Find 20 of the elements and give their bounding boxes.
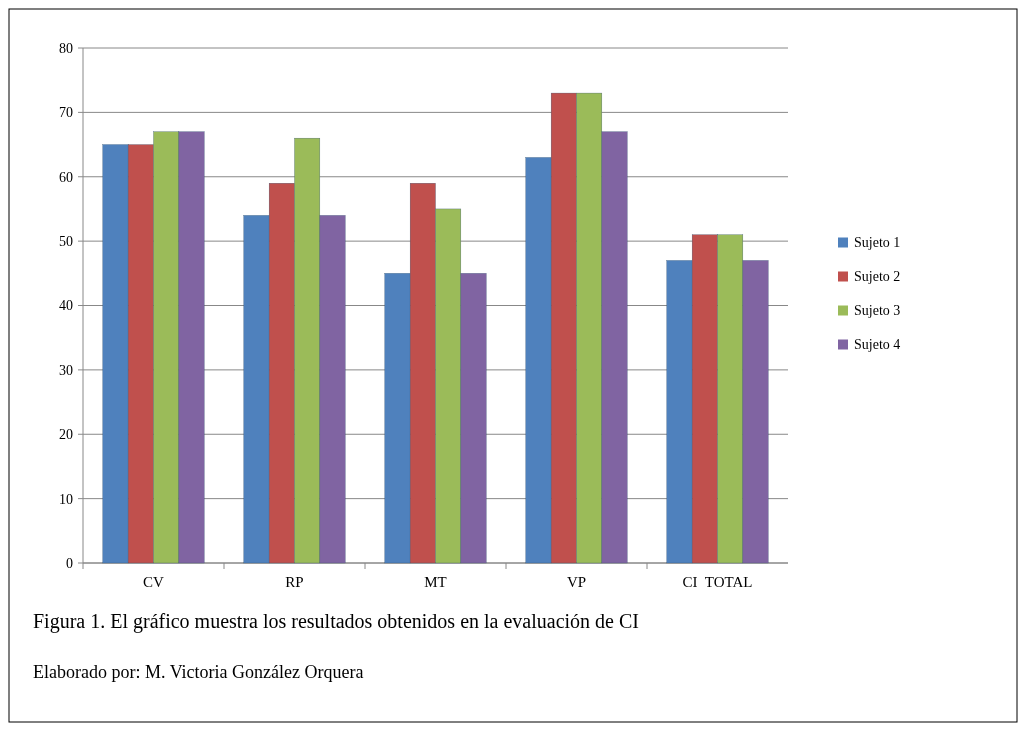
text: Figura 1. El gráfico muestra los resultados obtenidos en la evaluación de CI (33, 610, 639, 633)
y-tick-label: 30 (59, 362, 73, 378)
legend-label: Sujeto 3 (854, 303, 901, 319)
y-tick-label: 10 (59, 491, 73, 507)
x-tick-label: MT (424, 574, 447, 590)
y-tick-label: 60 (59, 169, 73, 185)
y-tick-label: 0 (66, 555, 73, 571)
x-tick-label: CI TOTAL (682, 574, 753, 590)
y-tick-label: 20 (59, 427, 73, 443)
x-tick-label: RP (285, 574, 304, 590)
y-tick-label: 70 (59, 105, 73, 121)
x-tick-label: VP (566, 574, 587, 590)
x-tick-label: CV (143, 574, 165, 590)
y-tick-label: 80 (59, 40, 73, 56)
legend-label: Sujeto 1 (854, 235, 901, 251)
legend-label: Sujeto 2 (854, 269, 901, 285)
legend-label: Sujeto 4 (854, 337, 901, 353)
y-tick-label: 40 (59, 298, 73, 314)
y-tick-label: 50 (59, 234, 73, 250)
text: Elaborado por: M. Victoria González Orquera (33, 662, 364, 682)
